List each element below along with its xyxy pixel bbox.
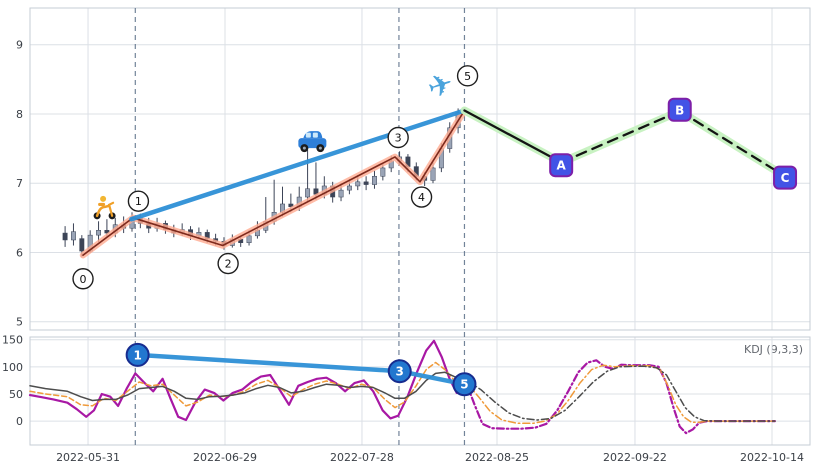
wave-label-2: 2: [217, 252, 239, 275]
price-y-tick: 8: [16, 108, 23, 121]
elliott-wave-line: [79, 107, 468, 259]
svg-text:C: C: [781, 171, 790, 185]
kdj-series-d: [29, 365, 776, 422]
kdj-markers: 1 3 5: [125, 342, 477, 397]
wave-labels: 0 1 2 3 4 5: [72, 65, 479, 290]
kdj-marker-3: 3: [387, 359, 412, 384]
wave-label-4: 4: [410, 186, 433, 208]
kdj-marker-5: 5: [452, 372, 477, 397]
kdj-y-tick: 50: [9, 388, 23, 401]
price-y-tick: 6: [16, 246, 23, 259]
wave-icons: ✈: [93, 66, 458, 220]
svg-text:5: 5: [460, 378, 468, 392]
svg-text:5: 5: [464, 70, 471, 83]
projection-marker-c: C: [773, 165, 798, 190]
kdj-trendline: [135, 352, 467, 387]
grid: [29, 7, 811, 446]
wave-label-5: 5: [456, 65, 479, 87]
svg-text:1: 1: [135, 195, 142, 208]
svg-text:2: 2: [225, 258, 232, 271]
price-y-tick: 7: [16, 177, 23, 190]
price-y-tick: 5: [16, 316, 23, 329]
kdj-marker-1: 1: [125, 342, 150, 367]
car-icon: [298, 131, 327, 153]
svg-text:✈: ✈: [423, 66, 458, 107]
x-tick-label: 2022-07-28: [330, 451, 394, 464]
kdj-y-tick: 150: [2, 334, 23, 347]
kdj-params-label: KDJ (9,3,3): [744, 343, 803, 356]
wave-label-1: 1: [127, 190, 150, 212]
projection-marker-a: A: [549, 153, 574, 178]
price-trendline: [129, 108, 467, 222]
x-tick-label: 2022-08-25: [465, 451, 529, 464]
svg-text:3: 3: [396, 365, 404, 379]
abc-projection: [460, 106, 789, 181]
airplane-icon: ✈: [423, 66, 458, 107]
svg-text:A: A: [557, 159, 567, 173]
svg-text:B: B: [675, 103, 684, 117]
x-tick-label: 2022-10-14: [740, 451, 804, 464]
projection-marker-b: B: [667, 97, 692, 122]
svg-text:0: 0: [80, 273, 87, 286]
scooter-icon: [93, 195, 116, 220]
x-tick-label: 2022-05-31: [56, 451, 120, 464]
svg-text:4: 4: [418, 191, 425, 204]
abc-markers: A B C: [549, 97, 798, 190]
svg-text:3: 3: [395, 131, 402, 144]
x-tick-label: 2022-09-22: [603, 451, 667, 464]
kdj-y-tick: 0: [16, 415, 23, 428]
wave-label-0: 0: [72, 268, 94, 290]
x-tick-label: 2022-06-29: [193, 451, 257, 464]
price-y-tick: 9: [16, 39, 23, 52]
wave-label-3: 3: [387, 126, 409, 149]
kdj-y-tick: 100: [2, 361, 23, 374]
svg-text:1: 1: [133, 348, 141, 362]
